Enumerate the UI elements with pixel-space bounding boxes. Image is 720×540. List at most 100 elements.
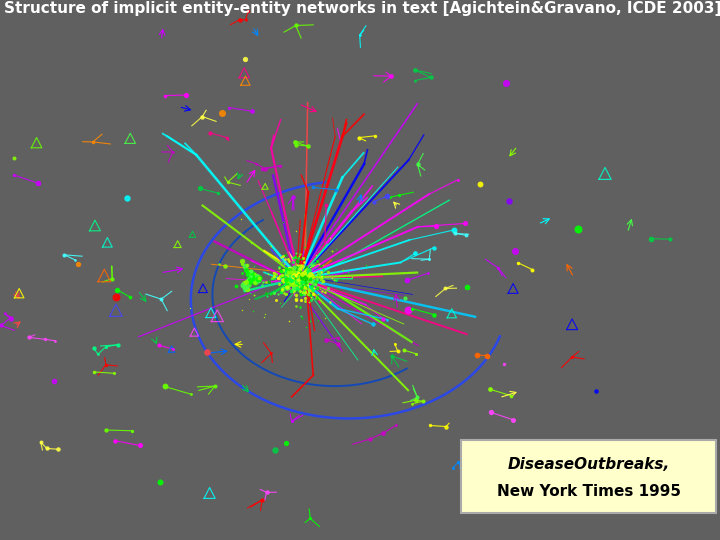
Point — [316, 267, 328, 276]
Point — [447, 463, 459, 472]
Point — [272, 273, 284, 282]
Point — [253, 274, 264, 282]
Point — [417, 397, 428, 406]
Point — [260, 288, 271, 297]
Point — [397, 346, 409, 354]
Point — [295, 268, 307, 277]
Point — [238, 279, 250, 288]
Point — [320, 288, 331, 297]
Point — [289, 280, 300, 288]
Point — [505, 392, 517, 400]
Point — [290, 273, 302, 282]
Point — [277, 278, 289, 286]
Point — [289, 253, 300, 261]
Point — [246, 107, 258, 116]
Point — [284, 265, 295, 273]
Point — [240, 266, 252, 274]
Point — [295, 271, 307, 280]
Point — [412, 393, 423, 402]
Point — [287, 272, 299, 280]
Point — [293, 273, 305, 282]
Point — [325, 298, 336, 307]
Point — [295, 273, 307, 282]
Point — [282, 280, 294, 289]
Point — [297, 272, 308, 281]
Point — [258, 312, 270, 321]
Point — [293, 275, 305, 284]
Point — [306, 284, 318, 292]
Point — [382, 192, 393, 200]
Point — [252, 273, 264, 282]
Point — [392, 347, 403, 355]
Point — [292, 275, 303, 284]
Point — [281, 282, 292, 291]
Point — [291, 274, 302, 282]
Point — [284, 274, 295, 283]
Point — [286, 272, 297, 281]
Point — [484, 385, 495, 394]
Point — [294, 272, 305, 281]
Point — [294, 276, 305, 285]
Point — [268, 269, 279, 278]
Point — [126, 427, 138, 435]
Point — [428, 310, 440, 319]
Point — [297, 274, 309, 282]
Point — [252, 275, 264, 284]
Point — [303, 271, 315, 279]
Point — [295, 275, 307, 284]
Point — [241, 285, 253, 293]
Point — [279, 255, 290, 264]
Point — [409, 76, 420, 85]
Point — [256, 281, 268, 289]
Point — [286, 272, 297, 281]
Point — [294, 273, 306, 281]
Point — [294, 274, 305, 283]
Point — [274, 279, 285, 288]
Point — [296, 312, 307, 320]
Point — [236, 260, 248, 269]
Point — [291, 273, 302, 281]
Point — [244, 288, 256, 297]
Point — [294, 265, 306, 273]
Point — [293, 279, 305, 287]
Point — [263, 278, 274, 286]
Point — [287, 279, 298, 288]
Point — [297, 313, 308, 322]
Point — [247, 275, 258, 284]
Point — [410, 249, 421, 258]
Point — [235, 214, 247, 223]
Point — [298, 270, 310, 279]
Point — [276, 272, 287, 280]
Point — [236, 257, 248, 266]
Point — [302, 272, 313, 281]
Point — [290, 276, 302, 285]
Point — [289, 274, 301, 282]
Point — [293, 278, 305, 287]
Point — [222, 178, 233, 186]
Point — [276, 258, 287, 266]
Point — [243, 294, 254, 303]
Point — [291, 274, 302, 283]
Point — [167, 147, 179, 156]
Point — [282, 284, 293, 292]
Point — [277, 252, 289, 261]
Point — [212, 188, 224, 197]
Point — [300, 284, 311, 292]
Point — [296, 262, 307, 271]
Point — [292, 262, 304, 271]
Point — [287, 273, 298, 281]
Point — [390, 421, 402, 430]
Point — [0, 309, 10, 318]
Point — [285, 265, 297, 273]
Point — [322, 267, 333, 276]
Point — [326, 246, 338, 255]
Point — [389, 340, 400, 348]
Point — [310, 250, 322, 259]
Point — [262, 270, 274, 279]
Point — [287, 276, 299, 285]
Point — [296, 272, 307, 280]
Point — [287, 286, 299, 294]
Point — [295, 296, 307, 305]
Point — [287, 192, 299, 201]
Point — [282, 270, 293, 279]
